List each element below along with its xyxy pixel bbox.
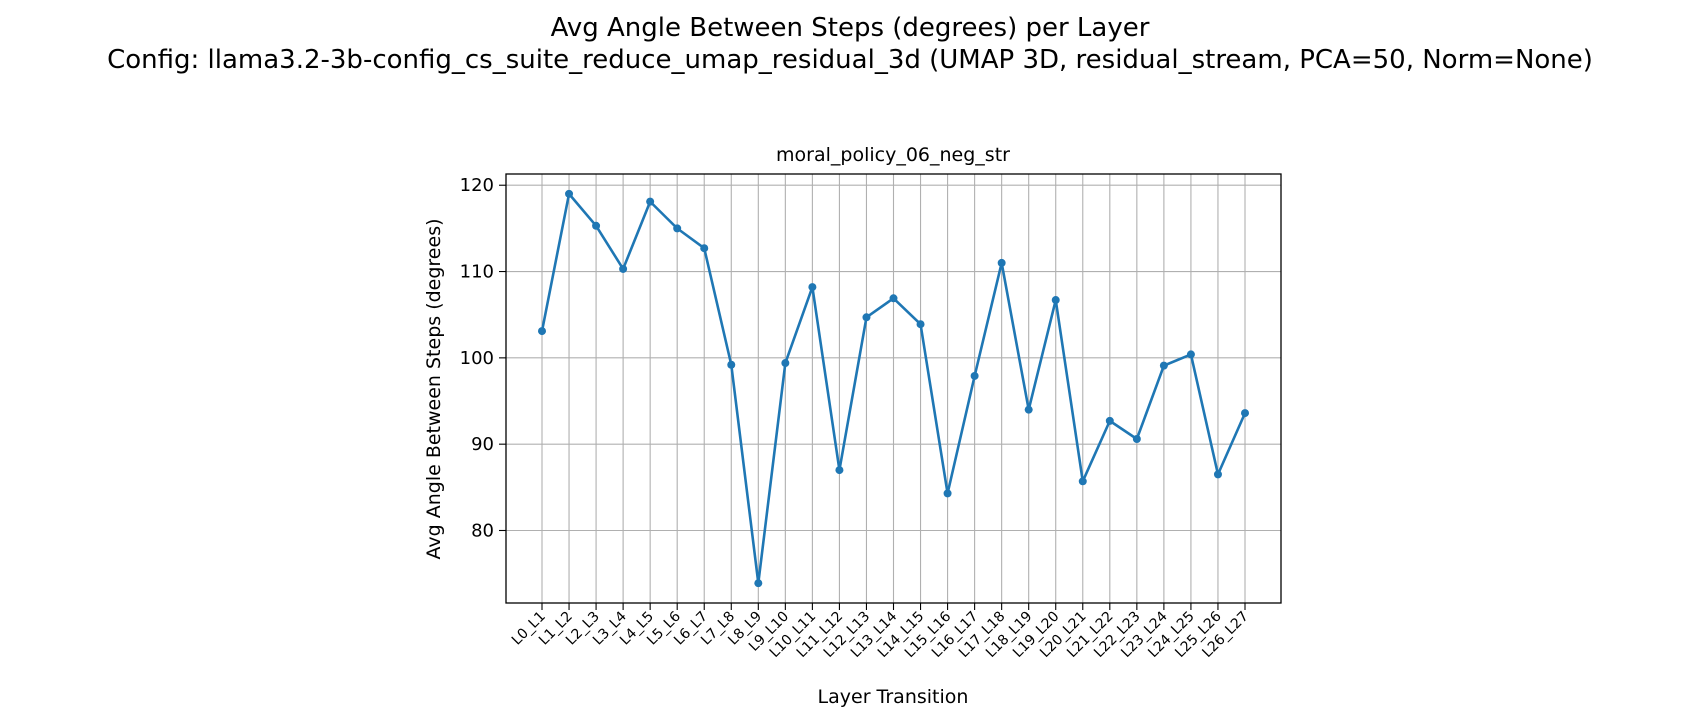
- y-tick-label: 100: [460, 348, 494, 369]
- data-point: [1078, 477, 1087, 486]
- data-point: [889, 294, 898, 303]
- data-point: [673, 224, 682, 233]
- data-point: [835, 466, 844, 475]
- data-point: [943, 489, 952, 498]
- data-point: [1159, 361, 1168, 370]
- data-point: [538, 327, 546, 336]
- y-tick-label: 80: [471, 520, 494, 541]
- figure-suptitle-line1: Avg Angle Between Steps (degrees) per La…: [551, 13, 1150, 43]
- data-point: [1213, 470, 1222, 479]
- y-tick-label: 110: [460, 262, 494, 283]
- y-axis: 80 90 100 110 120: [460, 175, 506, 541]
- data-point: [565, 189, 574, 198]
- figure-suptitle-line2: Config: llama3.2-3b-config_cs_suite_redu…: [107, 45, 1593, 75]
- data-point: [754, 579, 763, 588]
- y-tick-label: 120: [460, 175, 494, 196]
- plot-area: [505, 173, 1282, 604]
- y-axis-label: Avg Angle Between Steps (degrees): [423, 218, 445, 559]
- data-point: [1186, 350, 1195, 359]
- data-point: [1241, 409, 1249, 418]
- data-point: [646, 197, 655, 206]
- data-point: [970, 371, 979, 380]
- data-point: [997, 258, 1006, 267]
- data-point: [1105, 416, 1114, 425]
- data-point: [1024, 405, 1033, 414]
- y-tick-label: 90: [471, 434, 494, 455]
- data-point: [1132, 434, 1141, 443]
- series-line-group: [538, 189, 1249, 588]
- data-point: [619, 264, 628, 273]
- data-point: [1051, 296, 1060, 305]
- data-point: [916, 320, 925, 329]
- data-point: [592, 221, 601, 230]
- data-point: [808, 283, 817, 292]
- data-point: [781, 359, 790, 368]
- x-axis-label: Layer Transition: [818, 686, 969, 708]
- axes-title: moral_policy_06_neg_str: [776, 144, 1010, 166]
- data-point: [862, 313, 871, 322]
- data-point: [700, 244, 709, 253]
- data-point: [727, 360, 736, 369]
